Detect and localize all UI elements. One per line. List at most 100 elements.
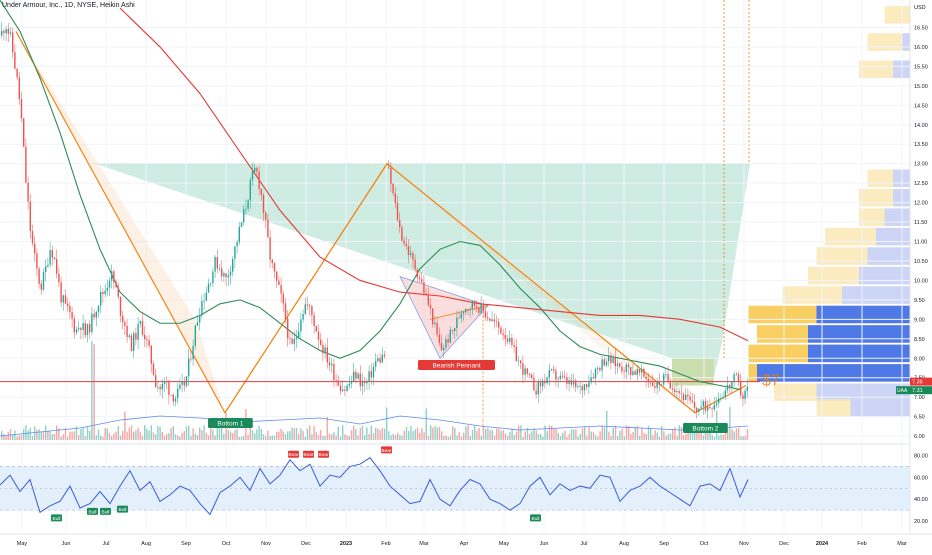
volume-bar [348, 435, 350, 440]
candle-body [425, 292, 427, 295]
volume-bar [344, 434, 346, 440]
volume-bar [408, 430, 410, 440]
current-price-bg [910, 377, 932, 386]
candle-body [403, 240, 405, 244]
candle-body [337, 380, 339, 386]
volume-bar [595, 435, 597, 440]
candle-body [188, 358, 190, 377]
volume-bar [326, 416, 328, 440]
candle-body [713, 405, 715, 410]
candle-body [438, 334, 440, 343]
bottom-2-label: Bottom 2 [692, 426, 718, 433]
candle-body [375, 361, 377, 367]
volume-bar [667, 434, 669, 440]
candle-body [249, 179, 251, 201]
volume-bar [218, 426, 221, 440]
volume-bar [394, 434, 397, 440]
x-tick-5: Oct [222, 541, 231, 547]
volume-bar [223, 434, 225, 440]
candle-body [601, 359, 603, 371]
volume-bar [548, 425, 551, 440]
candle-body [724, 390, 726, 398]
candle-body [326, 347, 328, 363]
volume-bar [454, 427, 456, 440]
profile-blue-6 [876, 227, 910, 246]
volume-bar [203, 425, 205, 440]
candle-body [181, 381, 183, 385]
volume-bar [634, 426, 636, 440]
volume-bar [71, 431, 73, 440]
x-tick-11: Apr [460, 541, 469, 547]
bull-bg-1 [87, 507, 98, 515]
candle-body [625, 364, 627, 373]
candle-body [744, 390, 746, 400]
volume-bar [447, 436, 449, 440]
candle-body [550, 369, 553, 371]
volume-bar [249, 425, 251, 440]
candle-body [34, 243, 36, 254]
bull-bg-0 [51, 514, 62, 522]
volume-bar [27, 430, 29, 440]
volume-bar [278, 431, 280, 440]
candle-body [80, 327, 82, 330]
candle-body [704, 401, 707, 411]
volume-bar [689, 429, 691, 440]
candle-body [247, 200, 249, 209]
candle-body [177, 388, 179, 399]
volume-bar [663, 431, 665, 440]
candle-body [407, 246, 410, 255]
volume-bar [696, 426, 698, 440]
candle-body [117, 287, 119, 297]
candle-body [282, 293, 284, 304]
volume-bar [128, 427, 130, 440]
volume-bar [711, 434, 713, 440]
candle-body [95, 311, 97, 318]
candle-body [742, 395, 744, 400]
volume-bar [355, 429, 357, 440]
candle-body [616, 363, 619, 367]
candle-body [636, 369, 638, 375]
candle-body [104, 290, 106, 294]
volume-bar [372, 433, 375, 440]
candle-body [269, 237, 271, 260]
volume-bar [130, 425, 133, 440]
candle-body [159, 386, 161, 390]
candle-body [137, 323, 139, 340]
volume-bar [630, 433, 632, 440]
bear-label-3: Bear [381, 448, 392, 454]
bear-bg-3 [381, 446, 392, 454]
candle-body [561, 375, 564, 377]
volume-bar [93, 344, 95, 440]
candle-body [313, 315, 315, 326]
volume-bar [291, 427, 293, 440]
volume-bar [546, 431, 548, 440]
volume-bar [518, 425, 520, 440]
bear-bg-2 [318, 450, 329, 458]
candle-body [630, 367, 632, 375]
x-tick-9: Feb [381, 541, 390, 547]
volume-bar [414, 429, 416, 440]
volume-bar [359, 427, 361, 440]
candle-body [491, 319, 493, 321]
volume-bar [416, 427, 419, 440]
volume-bar [199, 427, 201, 440]
volume-bar [18, 435, 20, 440]
volume-bar [564, 430, 566, 440]
volume-bar [221, 426, 223, 440]
candle-body [42, 272, 45, 290]
volume-bar [300, 428, 302, 440]
volume-bar [386, 407, 388, 440]
volume-bar [256, 429, 258, 440]
volume-bar [680, 426, 683, 440]
volume-bar [282, 431, 284, 440]
candle-body [465, 308, 467, 312]
volume-bar [106, 428, 108, 440]
candle-body [185, 376, 188, 386]
candle-body [638, 369, 641, 373]
volume-bar [152, 432, 155, 440]
volume-bar [174, 434, 177, 440]
candle-body [632, 371, 634, 375]
volume-bar [742, 436, 744, 440]
